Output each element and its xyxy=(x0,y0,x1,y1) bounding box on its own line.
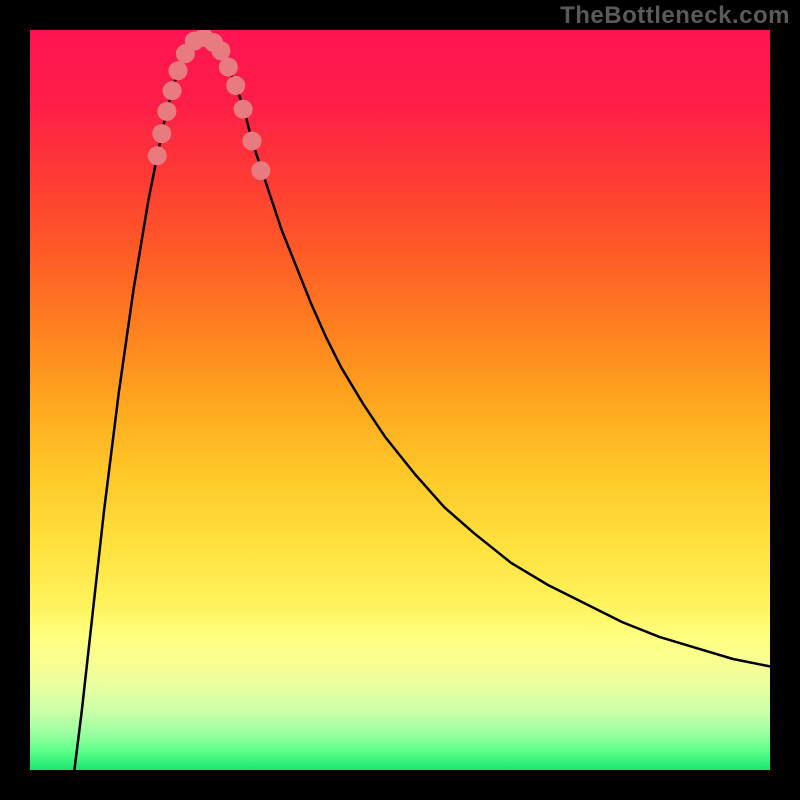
data-point-marker xyxy=(169,62,187,80)
data-point-marker xyxy=(212,42,230,60)
data-point-marker xyxy=(219,58,237,76)
data-point-marker xyxy=(148,147,166,165)
data-point-marker xyxy=(252,162,270,180)
curve-layer xyxy=(30,30,770,770)
data-point-marker xyxy=(227,77,245,95)
data-point-marker xyxy=(163,82,181,100)
bottleneck-curve xyxy=(74,35,770,770)
data-point-marker xyxy=(234,100,252,118)
data-point-marker xyxy=(153,125,171,143)
chart-container: TheBottleneck.com xyxy=(0,0,800,800)
data-point-marker xyxy=(243,132,261,150)
data-point-marker xyxy=(158,102,176,120)
watermark-text: TheBottleneck.com xyxy=(560,2,790,30)
plot-area xyxy=(30,30,770,770)
